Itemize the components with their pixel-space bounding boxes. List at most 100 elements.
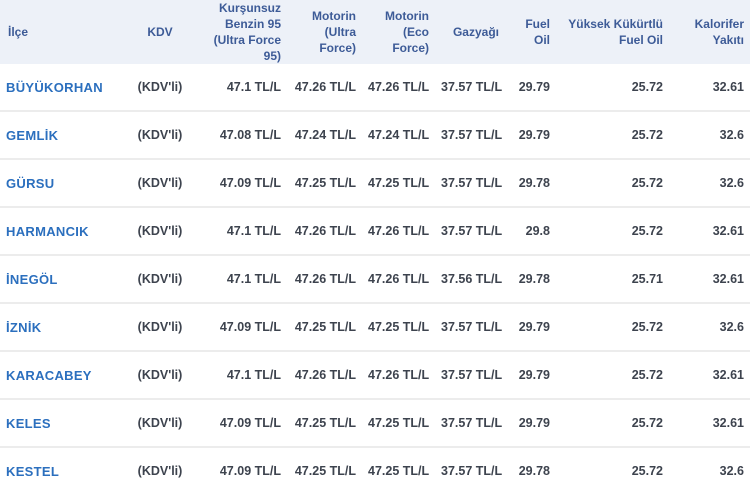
value-cell: 47.25 TL/L <box>362 399 435 448</box>
value-cell: 25.72 <box>556 159 669 208</box>
value-cell: (KDV'li) <box>130 111 190 160</box>
value-cell: 37.57 TL/L <box>435 64 505 112</box>
district-cell: KELES <box>0 399 130 448</box>
district-cell: GÜRSU <box>0 159 130 208</box>
value-cell: 37.57 TL/L <box>435 447 505 487</box>
value-cell: 37.57 TL/L <box>435 303 505 352</box>
value-cell: 37.57 TL/L <box>435 207 505 256</box>
value-cell: 25.72 <box>556 447 669 487</box>
col-header-district: İlçe <box>0 0 130 64</box>
value-cell: 25.71 <box>556 255 669 304</box>
value-cell: 29.78 <box>505 255 556 304</box>
value-cell: (KDV'li) <box>130 303 190 352</box>
table-row: KELES (KDV'li) 47.09 TL/L 47.25 TL/L 47.25 T… <box>0 399 750 448</box>
value-cell: 29.78 <box>505 159 556 208</box>
value-cell: (KDV'li) <box>130 159 190 208</box>
value-cell: 32.6 <box>669 447 750 487</box>
value-cell: 47.24 TL/L <box>287 111 362 160</box>
value-cell: 47.09 TL/L <box>190 399 287 448</box>
district-cell: İNEGÖL <box>0 255 130 304</box>
col-header-unleaded-95: Kurşunsuz Benzin 95 (Ultra Force 95) <box>190 0 287 64</box>
value-cell: 32.61 <box>669 64 750 112</box>
value-cell: 37.56 TL/L <box>435 255 505 304</box>
value-cell: 29.79 <box>505 399 556 448</box>
col-header-fuel-oil: Fuel Oil <box>505 0 556 64</box>
table-row: KESTEL (KDV'li) 47.09 TL/L 47.25 TL/L 47.25 … <box>0 447 750 487</box>
value-cell: (KDV'li) <box>130 64 190 112</box>
value-cell: 25.72 <box>556 351 669 400</box>
value-cell: 32.61 <box>669 399 750 448</box>
value-cell: 47.26 TL/L <box>362 351 435 400</box>
value-cell: 47.1 TL/L <box>190 207 287 256</box>
col-header-diesel-eco-force: Motorin (Eco Force) <box>362 0 435 64</box>
value-cell: 32.6 <box>669 303 750 352</box>
district-cell: İZNİK <box>0 303 130 352</box>
table-row: HARMANCIK (KDV'li) 47.1 TL/L 47.26 TL/L 47.2… <box>0 207 750 256</box>
value-cell: 25.72 <box>556 207 669 256</box>
table-row: KARACABEY (KDV'li) 47.1 TL/L 47.26 TL/L 47.2… <box>0 351 750 400</box>
value-cell: 32.6 <box>669 159 750 208</box>
value-cell: 47.25 TL/L <box>287 399 362 448</box>
district-cell: KESTEL <box>0 447 130 487</box>
table-row: GÜRSU (KDV'li) 47.09 TL/L 47.25 TL/L 47.25 T… <box>0 159 750 208</box>
table-row: İNEGÖL (KDV'li) 47.1 TL/L 47.26 TL/L 47.26 T… <box>0 255 750 304</box>
value-cell: 47.1 TL/L <box>190 64 287 112</box>
value-cell: 47.26 TL/L <box>362 255 435 304</box>
value-cell: (KDV'li) <box>130 447 190 487</box>
value-cell: 37.57 TL/L <box>435 399 505 448</box>
value-cell: 32.61 <box>669 255 750 304</box>
value-cell: 47.26 TL/L <box>362 207 435 256</box>
value-cell: 47.09 TL/L <box>190 159 287 208</box>
value-cell: 47.26 TL/L <box>287 64 362 112</box>
value-cell: 47.26 TL/L <box>287 207 362 256</box>
value-cell: 32.6 <box>669 111 750 160</box>
value-cell: 47.08 TL/L <box>190 111 287 160</box>
district-cell: HARMANCIK <box>0 207 130 256</box>
value-cell: 47.09 TL/L <box>190 303 287 352</box>
value-cell: 25.72 <box>556 399 669 448</box>
table-body: BÜYÜKORHAN (KDV'li) 47.1 TL/L 47.26 TL/L 47.… <box>0 64 750 487</box>
value-cell: 47.25 TL/L <box>362 447 435 487</box>
value-cell: 47.25 TL/L <box>362 303 435 352</box>
value-cell: 25.72 <box>556 64 669 112</box>
value-cell: 47.25 TL/L <box>287 159 362 208</box>
value-cell: 47.25 TL/L <box>287 447 362 487</box>
value-cell: (KDV'li) <box>130 207 190 256</box>
value-cell: 29.8 <box>505 207 556 256</box>
district-cell: GEMLİK <box>0 111 130 160</box>
value-cell: 37.57 TL/L <box>435 351 505 400</box>
value-cell: 29.79 <box>505 351 556 400</box>
district-cell: KARACABEY <box>0 351 130 400</box>
value-cell: 47.1 TL/L <box>190 255 287 304</box>
value-cell: 47.26 TL/L <box>362 64 435 112</box>
value-cell: (KDV'li) <box>130 255 190 304</box>
value-cell: 25.72 <box>556 303 669 352</box>
value-cell: 29.79 <box>505 303 556 352</box>
col-header-kdv: KDV <box>130 0 190 64</box>
value-cell: 47.25 TL/L <box>362 159 435 208</box>
value-cell: 47.09 TL/L <box>190 447 287 487</box>
district-cell: BÜYÜKORHAN <box>0 64 130 112</box>
value-cell: (KDV'li) <box>130 399 190 448</box>
col-header-diesel-ultra-force: Motorin (Ultra Force) <box>287 0 362 64</box>
value-cell: 37.57 TL/L <box>435 159 505 208</box>
value-cell: 47.1 TL/L <box>190 351 287 400</box>
col-header-kerosene: Gazyağı <box>435 0 505 64</box>
value-cell: 47.26 TL/L <box>287 255 362 304</box>
value-cell: 29.78 <box>505 447 556 487</box>
table-header: İlçe KDV Kurşunsuz Benzin 95 (Ultra Forc… <box>0 0 750 64</box>
table-row: GEMLİK (KDV'li) 47.08 TL/L 47.24 TL/L 47.24 … <box>0 111 750 160</box>
value-cell: 29.79 <box>505 111 556 160</box>
value-cell: 32.61 <box>669 351 750 400</box>
value-cell: 47.24 TL/L <box>362 111 435 160</box>
col-header-heating-fuel: Kalorifer Yakıtı <box>669 0 750 64</box>
header-row: İlçe KDV Kurşunsuz Benzin 95 (Ultra Forc… <box>0 0 750 64</box>
table-row: İZNİK (KDV'li) 47.09 TL/L 47.25 TL/L 47.25 T… <box>0 303 750 352</box>
value-cell: (KDV'li) <box>130 351 190 400</box>
value-cell: 32.61 <box>669 207 750 256</box>
table-row: BÜYÜKORHAN (KDV'li) 47.1 TL/L 47.26 TL/L 47.… <box>0 64 750 112</box>
col-header-high-sulfur-fuel-oil: Yüksek Kükürtlü Fuel Oil <box>556 0 669 64</box>
value-cell: 29.79 <box>505 64 556 112</box>
value-cell: 47.26 TL/L <box>287 351 362 400</box>
